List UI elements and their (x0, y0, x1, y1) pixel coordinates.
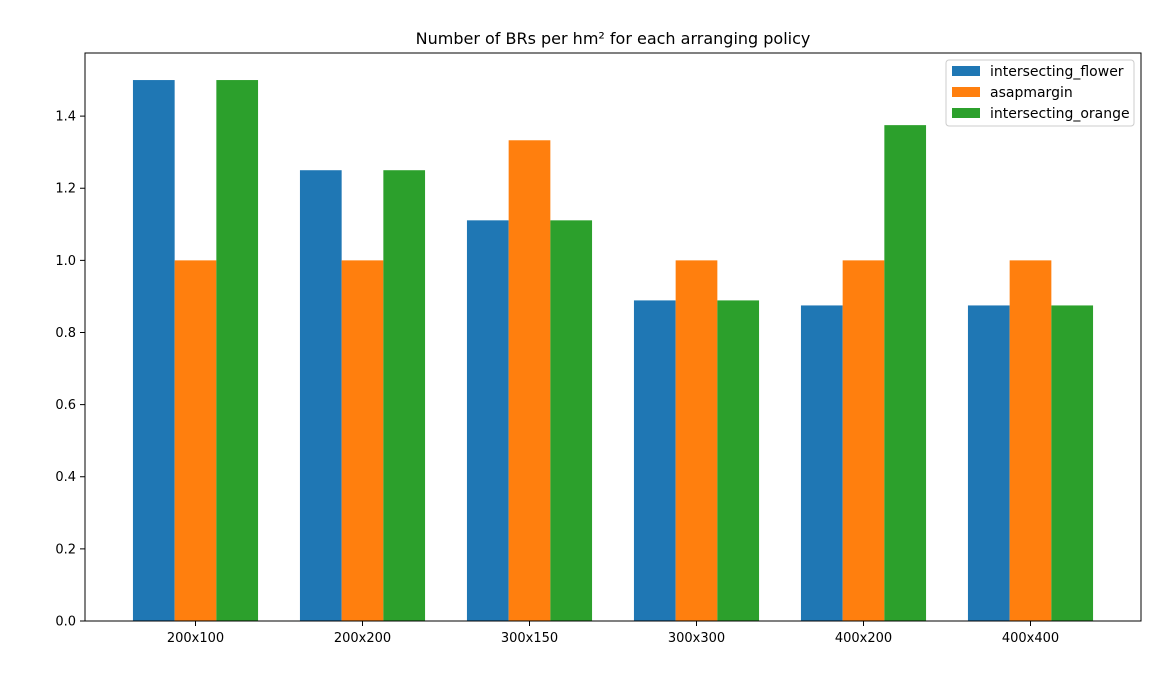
bar-intersecting_orange-200x100 (216, 80, 259, 622)
chart-title: Number of BRs per hm² for each arranging… (416, 29, 811, 48)
legend-swatch-intersecting_orange (952, 108, 980, 118)
bar-intersecting_orange-400x400 (1051, 305, 1094, 621)
legend: intersecting_flower asapmargin intersectin… (945, 59, 1135, 127)
legend-label-asapmargin: asapmargin (990, 85, 1073, 101)
legend-swatch-asapmargin (952, 87, 980, 97)
bar-intersecting_orange-300x300 (717, 300, 760, 621)
bar-intersecting_flower-200x200 (299, 170, 342, 621)
bar-intersecting_flower-400x400 (967, 305, 1010, 621)
x-axis: 200x100 200x200 300x150 300x300 400x200 400x4… (167, 621, 1059, 646)
bar-asapmargin-200x100 (174, 260, 217, 621)
bar-asapmargin-200x200 (341, 260, 384, 621)
y-tick-label: 0.6 (55, 398, 76, 413)
bar-asapmargin-300x150 (508, 140, 551, 621)
bars-group (132, 80, 1094, 622)
x-tick-label: 300x300 (668, 631, 725, 646)
plot-frame (84, 52, 1142, 622)
x-tick-label: 200x100 (167, 631, 224, 646)
bar-intersecting_flower-300x150 (466, 220, 509, 621)
bar-intersecting_orange-300x150 (550, 220, 593, 621)
legend-swatch-intersecting_flower (952, 66, 980, 76)
y-axis: 0.0 0.2 0.4 0.6 0.8 1.0 1.2 1.4 (55, 110, 85, 630)
legend-box (945, 59, 1135, 127)
x-tick-label: 200x200 (334, 631, 391, 646)
bar-intersecting_flower-300x300 (633, 300, 676, 621)
bar-asapmargin-400x400 (1009, 260, 1052, 621)
bar-asapmargin-300x300 (675, 260, 718, 621)
bar-intersecting_flower-200x100 (132, 80, 175, 622)
bar-asapmargin-400x200 (842, 260, 885, 621)
y-tick-label: 1.2 (55, 182, 76, 197)
bar-intersecting_orange-200x200 (383, 170, 426, 621)
bar-intersecting_orange-400x200 (884, 125, 927, 621)
y-tick-label: 0.0 (55, 615, 76, 630)
y-tick-label: 0.8 (55, 326, 76, 341)
x-tick-label: 400x200 (835, 631, 892, 646)
x-tick-label: 400x400 (1002, 631, 1059, 646)
y-tick-label: 1.0 (55, 254, 76, 269)
bar-intersecting_flower-400x200 (800, 305, 843, 621)
y-tick-label: 0.4 (55, 470, 76, 485)
legend-label-intersecting_orange: intersecting_orange (990, 106, 1130, 122)
legend-label-intersecting_flower: intersecting_flower (990, 64, 1124, 80)
y-tick-label: 0.2 (55, 542, 76, 557)
x-tick-label: 300x150 (501, 631, 558, 646)
y-tick-label: 1.4 (55, 110, 76, 125)
